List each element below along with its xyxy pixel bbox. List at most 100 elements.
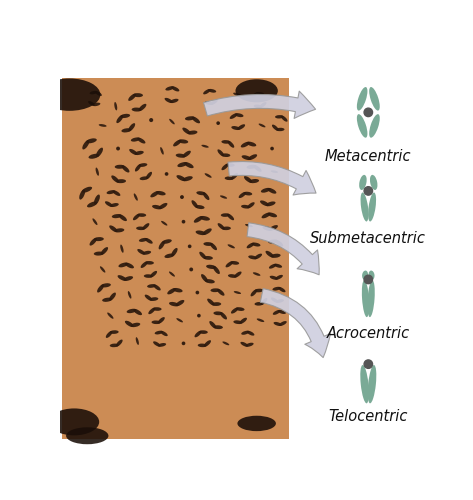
- Ellipse shape: [175, 154, 186, 158]
- Ellipse shape: [96, 148, 103, 157]
- Ellipse shape: [171, 86, 179, 92]
- Ellipse shape: [268, 240, 278, 244]
- Ellipse shape: [96, 168, 99, 176]
- Ellipse shape: [234, 291, 241, 294]
- Ellipse shape: [94, 237, 104, 241]
- Ellipse shape: [234, 272, 242, 278]
- Ellipse shape: [233, 320, 242, 324]
- Ellipse shape: [166, 86, 174, 90]
- Ellipse shape: [139, 163, 147, 167]
- Circle shape: [150, 118, 152, 122]
- Ellipse shape: [109, 292, 116, 301]
- Ellipse shape: [253, 272, 261, 276]
- Ellipse shape: [369, 87, 380, 110]
- Ellipse shape: [131, 138, 140, 141]
- Ellipse shape: [254, 254, 262, 260]
- Ellipse shape: [251, 290, 257, 296]
- Ellipse shape: [194, 330, 201, 338]
- Ellipse shape: [153, 307, 162, 311]
- Ellipse shape: [147, 284, 156, 288]
- Ellipse shape: [278, 310, 286, 314]
- Ellipse shape: [88, 154, 99, 158]
- Ellipse shape: [150, 271, 157, 278]
- Ellipse shape: [192, 200, 198, 208]
- Ellipse shape: [271, 298, 278, 303]
- Ellipse shape: [176, 318, 183, 322]
- Text: Acrocentric: Acrocentric: [327, 326, 410, 340]
- Ellipse shape: [115, 164, 125, 169]
- Ellipse shape: [236, 79, 278, 102]
- Bar: [62, 78, 289, 439]
- Ellipse shape: [212, 302, 221, 306]
- Ellipse shape: [240, 342, 248, 346]
- Ellipse shape: [110, 344, 119, 347]
- Ellipse shape: [170, 99, 178, 103]
- Ellipse shape: [39, 78, 100, 111]
- Ellipse shape: [213, 312, 223, 315]
- Ellipse shape: [357, 87, 368, 110]
- Ellipse shape: [99, 124, 106, 127]
- Ellipse shape: [275, 275, 283, 280]
- Ellipse shape: [218, 223, 225, 230]
- Ellipse shape: [142, 251, 151, 255]
- Ellipse shape: [82, 140, 89, 149]
- Ellipse shape: [228, 140, 234, 148]
- Ellipse shape: [278, 287, 286, 292]
- Circle shape: [271, 148, 273, 150]
- Ellipse shape: [133, 214, 140, 220]
- Ellipse shape: [49, 408, 99, 436]
- Ellipse shape: [226, 262, 233, 268]
- Ellipse shape: [370, 175, 377, 190]
- Ellipse shape: [139, 104, 147, 111]
- Ellipse shape: [134, 151, 144, 155]
- Ellipse shape: [235, 113, 244, 117]
- Ellipse shape: [201, 145, 209, 148]
- Text: Metacentric: Metacentric: [325, 150, 412, 164]
- Ellipse shape: [222, 342, 229, 345]
- Ellipse shape: [150, 191, 159, 198]
- Circle shape: [181, 196, 183, 198]
- Ellipse shape: [228, 274, 237, 278]
- Ellipse shape: [125, 320, 134, 327]
- Ellipse shape: [184, 162, 193, 168]
- Ellipse shape: [210, 288, 220, 292]
- Ellipse shape: [368, 365, 377, 404]
- Ellipse shape: [254, 165, 262, 172]
- Ellipse shape: [158, 343, 166, 347]
- Ellipse shape: [246, 242, 254, 248]
- FancyArrowPatch shape: [247, 223, 319, 275]
- Ellipse shape: [129, 149, 138, 155]
- Ellipse shape: [221, 214, 230, 217]
- Ellipse shape: [213, 266, 220, 274]
- Ellipse shape: [265, 251, 274, 258]
- Ellipse shape: [233, 92, 242, 96]
- Text: Telocentric: Telocentric: [329, 409, 408, 424]
- Ellipse shape: [112, 214, 122, 218]
- Ellipse shape: [252, 242, 261, 246]
- Ellipse shape: [161, 221, 167, 226]
- Ellipse shape: [94, 194, 100, 205]
- Circle shape: [189, 245, 191, 248]
- Ellipse shape: [368, 280, 375, 317]
- Ellipse shape: [231, 126, 240, 130]
- Ellipse shape: [173, 288, 183, 292]
- Ellipse shape: [118, 262, 128, 268]
- Ellipse shape: [205, 101, 213, 105]
- Ellipse shape: [243, 192, 252, 196]
- Ellipse shape: [360, 192, 368, 222]
- Circle shape: [196, 292, 199, 294]
- Ellipse shape: [281, 116, 288, 121]
- Ellipse shape: [242, 155, 251, 160]
- Ellipse shape: [192, 116, 200, 123]
- Ellipse shape: [118, 275, 127, 281]
- Ellipse shape: [136, 337, 139, 345]
- Ellipse shape: [269, 264, 277, 268]
- Ellipse shape: [256, 92, 264, 96]
- Ellipse shape: [207, 298, 215, 306]
- Ellipse shape: [230, 114, 237, 119]
- Ellipse shape: [230, 261, 239, 265]
- Ellipse shape: [247, 202, 254, 208]
- Ellipse shape: [239, 192, 246, 198]
- Ellipse shape: [246, 142, 256, 146]
- Ellipse shape: [93, 102, 100, 106]
